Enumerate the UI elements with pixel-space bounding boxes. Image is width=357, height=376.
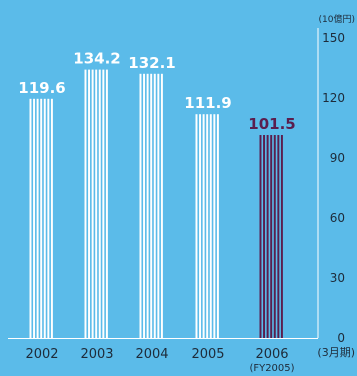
y-tick-120: 120 xyxy=(322,91,345,105)
category-note: (FY2005) xyxy=(249,363,294,374)
bar-stripe xyxy=(199,114,202,338)
y-tick-150: 150 xyxy=(322,31,345,45)
bar-stripe xyxy=(195,114,198,338)
x-tick-2005: 2005 xyxy=(191,347,224,362)
bar-stripe xyxy=(98,69,101,338)
bar-stripe xyxy=(263,135,266,338)
y-tick-30: 30 xyxy=(330,271,345,285)
bar-stripe xyxy=(157,73,160,339)
bar-stripe xyxy=(270,135,273,338)
y-tick-0: 0 xyxy=(337,331,345,345)
y-tick-90: 90 xyxy=(330,151,345,165)
bar-stripe xyxy=(277,135,280,338)
bar-stripe xyxy=(266,135,269,338)
bar-2002 xyxy=(29,98,53,338)
bar-stripe xyxy=(47,98,50,338)
bar-stripe xyxy=(139,73,142,339)
bar-stripe xyxy=(216,114,219,338)
value-label-2003: 134.2 xyxy=(73,50,120,68)
bars-group xyxy=(29,69,283,339)
bar-stripe xyxy=(33,98,36,338)
bar-2005 xyxy=(195,114,219,338)
y-tick-labels: 0 30 60 90 120 150 xyxy=(322,31,345,345)
value-label-2004: 132.1 xyxy=(128,54,175,72)
bar-stripe xyxy=(40,98,43,338)
bar-stripe xyxy=(84,69,87,338)
x-tick-2003: 2003 xyxy=(80,347,113,362)
value-label-2005: 111.9 xyxy=(184,94,231,112)
bar-stripe xyxy=(202,114,205,338)
x-tick-2002: 2002 xyxy=(25,347,58,362)
bar-stripe xyxy=(43,98,46,338)
bar-stripe xyxy=(280,135,283,338)
bar-stripe xyxy=(36,98,39,338)
bar-stripe xyxy=(105,69,108,338)
value-label-2006: 101.5 xyxy=(248,115,295,133)
bar-2004 xyxy=(139,73,163,339)
value-labels-group: 119.6 134.2 132.1 111.9 101.5 xyxy=(18,50,295,133)
x-tick-2004: 2004 xyxy=(135,347,168,362)
value-label-2002: 119.6 xyxy=(18,79,65,97)
bar-stripe xyxy=(50,98,53,338)
bar-stripe xyxy=(88,69,91,338)
y-tick-60: 60 xyxy=(330,211,345,225)
bar-2003 xyxy=(84,69,108,338)
bar-stripe xyxy=(143,73,146,339)
bar-stripe xyxy=(273,135,276,338)
bar-stripe xyxy=(91,69,94,338)
bar-2006 xyxy=(259,135,283,338)
bar-stripe xyxy=(259,135,262,338)
bar-stripe xyxy=(29,98,32,338)
bar-stripe xyxy=(150,73,153,339)
bar-stripe xyxy=(102,69,105,338)
bar-stripe xyxy=(95,69,98,338)
bar-stripe xyxy=(146,73,149,339)
bar-stripe xyxy=(153,73,156,339)
x-unit-label: (3月期) xyxy=(317,346,355,359)
x-tick-labels: 2002 2003 2004 2005 2006 xyxy=(25,347,288,362)
bar-stripe xyxy=(209,114,212,338)
bar-stripe xyxy=(160,73,163,339)
y-unit-label: (10億円) xyxy=(319,13,355,25)
x-tick-2006: 2006 xyxy=(255,347,288,362)
bar-stripe xyxy=(213,114,216,338)
bar-stripe xyxy=(206,114,209,338)
